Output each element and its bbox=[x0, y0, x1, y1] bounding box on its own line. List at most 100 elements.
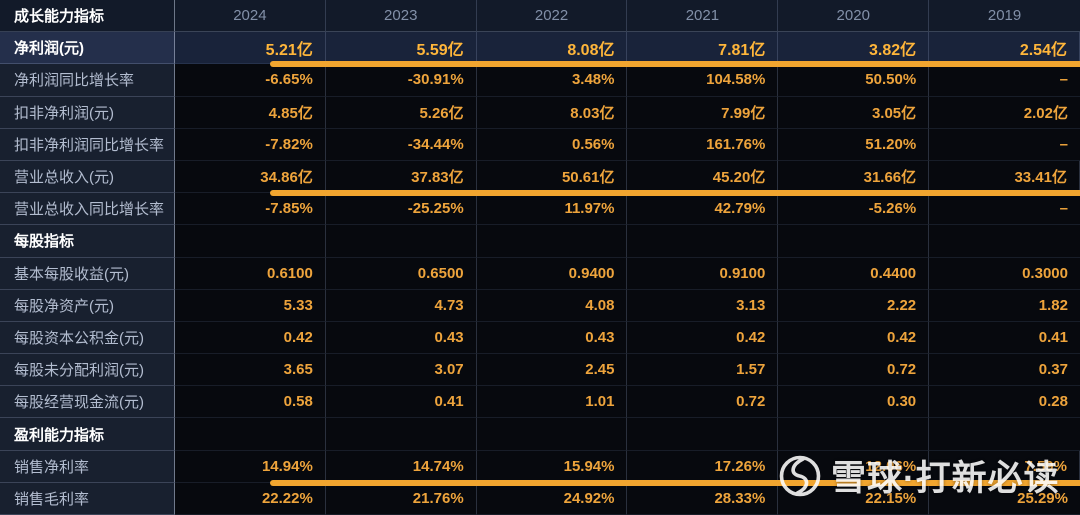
value-cell: 11.97% bbox=[476, 193, 628, 226]
value-cell: 34.86亿 bbox=[175, 160, 326, 194]
row-label: 每股经营现金流(元) bbox=[0, 386, 175, 419]
table-title: 成长能力指标 bbox=[0, 0, 175, 33]
value-cell: 3.13 bbox=[627, 289, 779, 322]
table-row: 盈利能力指标 bbox=[0, 418, 1080, 451]
table-row: 销售毛利率 22.22% 21.76% 24.92% 28.33% 22.15%… bbox=[0, 482, 1080, 515]
value-cell: 0.28 bbox=[929, 386, 1080, 419]
value-cell: 3.82亿 bbox=[778, 32, 930, 65]
value-cell: -34.44% bbox=[325, 128, 477, 161]
value-cell: 7.81亿 bbox=[627, 32, 779, 65]
row-label: 扣非净利润(元) bbox=[0, 96, 175, 129]
value-cell: 42.79% bbox=[627, 193, 779, 226]
value-cell bbox=[627, 418, 779, 451]
value-cell: 28.33% bbox=[627, 482, 779, 515]
table-row: 扣非净利润(元) 4.85亿 5.26亿 8.03亿 7.99亿 3.05亿 2… bbox=[0, 96, 1080, 129]
value-cell: 8.08亿 bbox=[476, 32, 628, 65]
year-column-header: 2019 bbox=[929, 0, 1080, 33]
value-cell: 37.83亿 bbox=[325, 160, 477, 194]
value-cell: 22.22% bbox=[175, 482, 326, 515]
value-cell: 1.01 bbox=[476, 386, 628, 419]
value-cell: 7.59% bbox=[929, 450, 1080, 483]
row-label: 盈利能力指标 bbox=[0, 418, 175, 451]
row-label: 每股未分配利润(元) bbox=[0, 354, 175, 387]
table-row: 每股未分配利润(元) 3.65 3.07 2.45 1.57 0.72 0.37 bbox=[0, 354, 1080, 387]
value-cell: 1.57 bbox=[627, 354, 779, 387]
value-cell: 0.4400 bbox=[778, 257, 930, 290]
row-label: 扣非净利润同比增长率 bbox=[0, 128, 175, 161]
value-cell: 3.48% bbox=[476, 64, 628, 97]
value-cell bbox=[627, 225, 779, 258]
year-column-header: 2021 bbox=[627, 0, 779, 33]
year-column-header: 2020 bbox=[778, 0, 930, 33]
value-cell: 50.50% bbox=[778, 64, 930, 97]
value-cell: -6.65% bbox=[175, 64, 326, 97]
value-cell: 15.94% bbox=[476, 450, 628, 483]
value-cell: -7.85% bbox=[175, 193, 326, 226]
value-cell bbox=[175, 225, 326, 258]
value-cell: 2.54亿 bbox=[929, 32, 1080, 65]
value-cell: 3.65 bbox=[175, 354, 326, 387]
value-cell: 5.26亿 bbox=[325, 96, 477, 129]
value-cell: 0.42 bbox=[778, 321, 930, 355]
value-cell: 0.72 bbox=[627, 386, 779, 419]
value-cell: 25.29% bbox=[929, 482, 1080, 515]
value-cell bbox=[929, 225, 1080, 258]
highlight-underline bbox=[270, 479, 1080, 486]
value-cell: 8.03亿 bbox=[476, 96, 628, 129]
value-cell: 0.72 bbox=[778, 354, 930, 387]
value-cell: 0.9100 bbox=[627, 257, 779, 290]
table-row: 每股资本公积金(元) 0.42 0.43 0.43 0.42 0.42 0.41 bbox=[0, 321, 1080, 355]
value-cell: 0.42 bbox=[627, 321, 779, 355]
value-cell: 14.74% bbox=[325, 450, 477, 483]
value-cell: 33.41亿 bbox=[929, 160, 1080, 194]
table-row: 净利润同比增长率 -6.65% -30.91% 3.48% 104.58% 50… bbox=[0, 64, 1080, 97]
value-cell: 104.58% bbox=[627, 64, 779, 97]
table-row: 每股经营现金流(元) 0.58 0.41 1.01 0.72 0.30 0.28 bbox=[0, 386, 1080, 419]
row-label: 每股指标 bbox=[0, 225, 175, 258]
row-label: 营业总收入(元) bbox=[0, 160, 175, 194]
value-cell: – bbox=[929, 128, 1080, 161]
table-header-row: 成长能力指标 2024 2023 2022 2021 2020 2019 bbox=[0, 0, 1080, 33]
value-cell: 7.99亿 bbox=[627, 96, 779, 129]
value-cell: 0.3000 bbox=[929, 257, 1080, 290]
row-label: 基本每股收益(元) bbox=[0, 257, 175, 290]
value-cell bbox=[929, 418, 1080, 451]
value-cell: 2.02亿 bbox=[929, 96, 1080, 129]
value-cell: 0.43 bbox=[476, 321, 628, 355]
value-cell bbox=[778, 418, 930, 451]
table-row: 营业总收入(元) 34.86亿 37.83亿 50.61亿 45.20亿 31.… bbox=[0, 160, 1080, 197]
value-cell: 31.66亿 bbox=[778, 160, 930, 194]
value-cell: 161.76% bbox=[627, 128, 779, 161]
value-cell: – bbox=[929, 193, 1080, 226]
value-cell: 0.6100 bbox=[175, 257, 326, 290]
value-cell: 0.30 bbox=[778, 386, 930, 419]
value-cell: 3.05亿 bbox=[778, 96, 930, 129]
table-row: 销售净利率 14.94% 14.74% 15.94% 17.26% 12.06%… bbox=[0, 450, 1080, 486]
value-cell: 24.92% bbox=[476, 482, 628, 515]
value-cell: 4.08 bbox=[476, 289, 628, 322]
table-row: 净利润(元) 5.21亿 5.59亿 8.08亿 7.81亿 3.82亿 2.5… bbox=[0, 32, 1080, 68]
value-cell: 17.26% bbox=[627, 450, 779, 483]
value-cell: 0.9400 bbox=[476, 257, 628, 290]
value-cell: -25.25% bbox=[325, 193, 477, 226]
value-cell: 2.45 bbox=[476, 354, 628, 387]
value-cell: 0.6500 bbox=[325, 257, 477, 290]
value-cell: 0.58 bbox=[175, 386, 326, 419]
table-row: 营业总收入同比增长率 -7.85% -25.25% 11.97% 42.79% … bbox=[0, 193, 1080, 226]
value-cell: 5.33 bbox=[175, 289, 326, 322]
value-cell: 0.37 bbox=[929, 354, 1080, 387]
value-cell: 0.42 bbox=[175, 321, 326, 355]
value-cell: 51.20% bbox=[778, 128, 930, 161]
highlight-underline bbox=[270, 190, 1080, 197]
value-cell bbox=[325, 225, 477, 258]
value-cell: -5.26% bbox=[778, 193, 930, 226]
value-cell bbox=[476, 225, 628, 258]
value-cell: 3.07 bbox=[325, 354, 477, 387]
value-cell: 0.41 bbox=[325, 386, 477, 419]
row-label: 每股净资产(元) bbox=[0, 289, 175, 322]
table-row: 扣非净利润同比增长率 -7.82% -34.44% 0.56% 161.76% … bbox=[0, 128, 1080, 161]
table-row: 每股指标 bbox=[0, 225, 1080, 258]
value-cell: 1.82 bbox=[929, 289, 1080, 322]
value-cell: 0.41 bbox=[929, 321, 1080, 355]
